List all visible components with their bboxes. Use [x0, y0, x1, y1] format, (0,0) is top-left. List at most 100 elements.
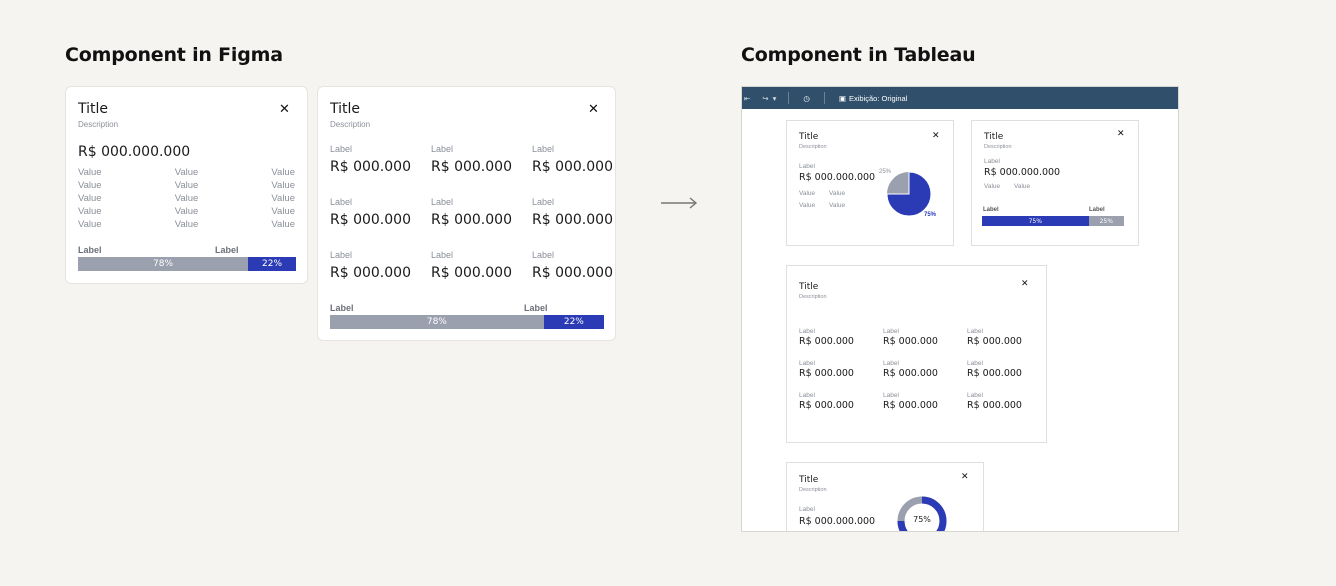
metric-label: Label [431, 144, 454, 154]
metric-value: R$ 000.000 [330, 265, 411, 281]
table-row: Value Value Value [78, 219, 295, 230]
metric-cell: Label R$ 000.000 [799, 328, 883, 360]
close-icon[interactable]: ✕ [932, 131, 940, 141]
device-icon[interactable]: ▣ [838, 93, 846, 103]
card-title: Title [78, 101, 109, 117]
value-cell: Value [799, 202, 816, 209]
close-icon[interactable]: ✕ [1117, 129, 1125, 139]
metric-value: R$ 000.000 [799, 368, 854, 379]
metric-cell: Label R$ 000.000 [532, 144, 616, 197]
bar-label-a: Label [78, 245, 102, 255]
pie-slice-main [886, 171, 932, 217]
value-cell: Value [174, 167, 199, 178]
tableau-card-pie: Title Description ✕ Label R$ 000.000.000… [786, 120, 954, 246]
bar-segment-a: 78% [330, 315, 544, 329]
metric-label: Label [532, 250, 555, 260]
metric-value: R$ 000.000 [883, 400, 938, 411]
metric-value: R$ 000.000 [883, 336, 938, 347]
metric-cell: Label R$ 000.000 [431, 250, 532, 303]
donut-arc [897, 496, 947, 531]
metric-label: Label [431, 197, 454, 207]
metric-grid: Label R$ 000.000 Label R$ 000.000 Label R$ 00… [330, 144, 616, 303]
metric-label: Label [799, 392, 815, 399]
figma-card-grid: Title Description ✕ Label R$ 000.000 Label… [317, 86, 616, 341]
clock-icon[interactable]: ◷ [803, 93, 810, 103]
metric-cell: Label R$ 000.000 [799, 360, 883, 392]
total-value: R$ 000.000.000 [799, 516, 876, 527]
metric-cell: Label R$ 000.000 [883, 392, 967, 424]
card-description: Description [799, 487, 827, 493]
close-icon[interactable]: ✕ [1021, 279, 1029, 289]
value-cell: Value [78, 206, 102, 217]
split-bar: 75% 25% [982, 216, 1124, 226]
metric-value: R$ 000.000 [532, 212, 613, 228]
value-cell: Value [174, 206, 199, 217]
value-cell: Value [174, 193, 199, 204]
metric-cell: Label R$ 000.000 [883, 360, 967, 392]
card-title: Title [799, 475, 819, 485]
split-bar: 78% 22% [330, 315, 604, 329]
table-row: Value Value Value [78, 193, 295, 204]
metric-value: R$ 000.000 [532, 159, 613, 175]
tableau-card-bar: Title Description ✕ Label R$ 000.000.000… [971, 120, 1139, 246]
table-row: Value Value Value [78, 206, 295, 217]
metric-cell: Label R$ 000.000 [967, 392, 1039, 424]
metric-value: R$ 000.000 [967, 400, 1022, 411]
bar-label-b: Label [215, 245, 239, 255]
value-cell: Value [271, 193, 295, 204]
close-icon[interactable]: ✕ [279, 102, 290, 117]
value-cell: Value [1014, 183, 1031, 190]
card-title: Title [799, 282, 819, 292]
metric-label: Label [883, 392, 899, 399]
table-row: Value Value Value [78, 180, 295, 191]
split-bar: 78% 22% [78, 257, 296, 271]
metric-value: R$ 000.000 [532, 265, 613, 281]
metric-value: R$ 000.000 [431, 212, 512, 228]
chevron-down-icon[interactable]: ▾ [772, 93, 777, 103]
close-icon[interactable]: ✕ [961, 472, 969, 482]
bar-segment-b: 22% [248, 257, 296, 271]
card-title: Title [330, 101, 361, 117]
card-description: Description [984, 144, 1012, 150]
total-value: R$ 000.000.000 [78, 144, 191, 160]
undo-icon[interactable]: ⇤ [744, 93, 751, 103]
total-value: R$ 000.000.000 [984, 167, 1061, 178]
figma-heading: Component in Figma [65, 44, 283, 66]
metric-value: R$ 000.000 [967, 368, 1022, 379]
toolbar-divider [788, 92, 790, 104]
value-cell: Value [829, 190, 846, 197]
card-title: Title [799, 132, 819, 142]
metric-label: Label [431, 250, 454, 260]
donut-center-label: 75% [913, 515, 931, 524]
metric-cell: Label R$ 000.000 [883, 328, 967, 360]
total-value: R$ 000.000.000 [799, 172, 876, 183]
metric-label: Label [330, 144, 353, 154]
card-description: Description [78, 120, 119, 129]
bar-segment-b: 22% [543, 315, 604, 329]
tableau-toolbar: ⇤ ↪ ▾ ◷ ▣ Exibição: Original [742, 87, 1178, 109]
tableau-window: ⇤ ↪ ▾ ◷ ▣ Exibição: Original Title Descr… [741, 86, 1179, 532]
metric-label: Label [984, 158, 1000, 165]
metric-cell: Label R$ 000.000 [431, 197, 532, 250]
close-icon[interactable]: ✕ [588, 102, 599, 117]
redo-icon[interactable]: ↪ [762, 93, 769, 103]
metric-cell: Label R$ 000.000 [532, 250, 616, 303]
value-cell: Value [271, 206, 295, 217]
metric-value: R$ 000.000 [883, 368, 938, 379]
card-description: Description [799, 144, 827, 150]
metric-value: R$ 000.000 [431, 265, 512, 281]
metric-cell: Label R$ 000.000 [967, 360, 1039, 392]
metric-value: R$ 000.000 [330, 212, 411, 228]
card-description: Description [330, 120, 371, 129]
metric-label: Label [799, 163, 815, 170]
value-cell: Value [829, 202, 846, 209]
value-cell: Value [78, 180, 102, 191]
pie-small-label: 25% [879, 169, 892, 175]
view-selector[interactable]: Exibição: Original [849, 93, 908, 103]
metric-value: R$ 000.000 [799, 400, 854, 411]
value-cell: Value [78, 167, 102, 178]
metric-grid: Label R$ 000.000 Label R$ 000.000 Label R$ 00… [799, 328, 1039, 424]
donut-chart [897, 496, 947, 531]
metric-label: Label [799, 328, 815, 335]
value-cell: Value [799, 190, 816, 197]
